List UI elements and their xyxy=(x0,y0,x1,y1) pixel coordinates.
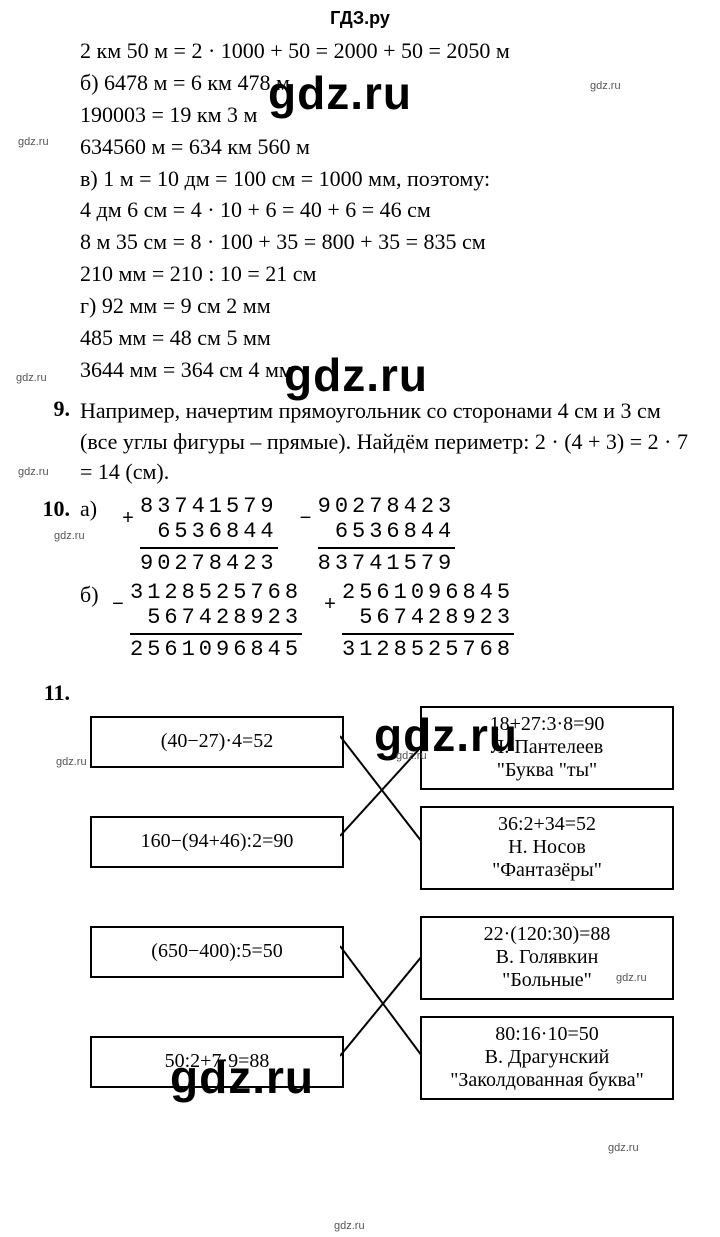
pairing-group-1: (40−27)·4=52 160−(94+46):2=90 18+27:3·8=… xyxy=(90,706,690,916)
pairing-group-2: (650−400):5=50 50:2+7·9=88 22·(120:30)=8… xyxy=(90,916,690,1136)
calc-row: 6536844 xyxy=(140,519,278,544)
calc-rule xyxy=(130,633,302,635)
lines-top: 2 км 50 м = 2 · 1000 + 50 = 2000 + 50 = … xyxy=(30,35,690,386)
box-author: Н. Носов xyxy=(508,836,586,859)
box-title: "Заколдованная буква" xyxy=(450,1069,644,1092)
calc-result: 90278423 xyxy=(140,551,278,576)
problem-10: 10. а) + 83741579 6536844 90278423 − 902… xyxy=(30,496,690,662)
calc-result: 83741579 xyxy=(318,551,456,576)
calc-row: 567428923 xyxy=(130,605,302,630)
calc-result: 3128525768 xyxy=(342,637,514,662)
box-right: 80:16·10=50 В. Драгунский "Заколдованная… xyxy=(420,1016,674,1100)
calc-a2: − 90278423 6536844 83741579 xyxy=(318,494,456,576)
box-left: 50:2+7·9=88 xyxy=(90,1036,344,1088)
box-title: "Фантазёры" xyxy=(492,859,602,882)
calc-row: 90278423 xyxy=(318,494,456,519)
box-right: 36:2+34=52 Н. Носов "Фантазёры" xyxy=(420,806,674,890)
cross-lines xyxy=(340,916,422,1106)
calc-rule xyxy=(342,633,514,635)
box-author: В. Голявкин xyxy=(496,946,599,969)
calc-a1: + 83741579 6536844 90278423 xyxy=(140,494,278,576)
calc-b1: − 3128525768 567428923 2561096845 xyxy=(130,580,302,662)
text-line: 190003 = 19 км 3 м xyxy=(80,99,690,131)
sub-label: а) xyxy=(80,496,97,521)
op-plus: + xyxy=(122,508,138,531)
box-author: Л. Пантелеев xyxy=(491,736,603,759)
box-right: 18+27:3·8=90 Л. Пантелеев "Буква "ты" xyxy=(420,706,674,790)
text-line: 210 мм = 210 : 10 = 21 см xyxy=(80,258,690,290)
text-line: г) 92 мм = 9 см 2 мм xyxy=(80,290,690,322)
calc-rule xyxy=(140,547,278,549)
op-plus: + xyxy=(324,594,340,617)
text-line: в) 1 м = 10 дм = 100 см = 1000 мм, поэто… xyxy=(80,163,690,195)
problem-number: 9. xyxy=(30,396,70,422)
text-line: 2 км 50 м = 2 · 1000 + 50 = 2000 + 50 = … xyxy=(80,35,690,67)
box-right: 22·(120:30)=88 В. Голявкин "Больные" xyxy=(420,916,674,1000)
text-line: 4 дм 6 см = 4 · 10 + 6 = 40 + 6 = 46 см xyxy=(80,194,690,226)
box-title: "Буква "ты" xyxy=(497,759,597,782)
calc-row: 3128525768 xyxy=(130,580,302,605)
watermark-small: gdz.ru xyxy=(608,1142,639,1154)
page-header: ГДЗ.ру xyxy=(30,0,690,35)
box-title: "Больные" xyxy=(502,969,592,992)
box-author: В. Драгунский xyxy=(485,1046,610,1069)
calc-result: 2561096845 xyxy=(130,637,302,662)
calc-row: 6536844 xyxy=(318,519,456,544)
problem-11: 11. (40−27)·4=52 160−(94+46):2=90 18+27:… xyxy=(30,680,690,1136)
text-line: 634560 м = 634 км 560 м xyxy=(80,131,690,163)
op-minus: − xyxy=(112,594,128,617)
problem-9: 9. Например, начертим прямоугольник со с… xyxy=(30,396,690,488)
text-line: 8 м 35 см = 8 · 100 + 35 = 800 + 35 = 83… xyxy=(80,226,690,258)
box-eq: 22·(120:30)=88 xyxy=(484,923,611,946)
calc-row: 83741579 xyxy=(140,494,278,519)
cross-lines xyxy=(340,706,422,886)
calc-row: 567428923 xyxy=(342,605,514,630)
box-eq: 18+27:3·8=90 xyxy=(490,713,605,736)
text-line: 3644 мм = 364 см 4 мм xyxy=(80,354,690,386)
box-left: 160−(94+46):2=90 xyxy=(90,816,344,868)
box-left: (650−400):5=50 xyxy=(90,926,344,978)
box-left: (40−27)·4=52 xyxy=(90,716,344,768)
calc-b2: + 2561096845 567428923 3128525768 xyxy=(342,580,514,662)
box-eq: 80:16·10=50 xyxy=(495,1023,599,1046)
op-minus: − xyxy=(300,508,316,531)
text-line: б) 6478 м = 6 км 478 м xyxy=(80,67,690,99)
problem-text: Например, начертим прямоугольник со стор… xyxy=(80,396,690,488)
problem-number: 10. xyxy=(30,496,70,522)
box-eq: 36:2+34=52 xyxy=(498,813,596,836)
calc-row: 2561096845 xyxy=(342,580,514,605)
calc-rule xyxy=(318,547,456,549)
text-line: 485 мм = 48 см 5 мм xyxy=(80,322,690,354)
problem-number: 11. xyxy=(30,680,70,706)
watermark-small: gdz.ru xyxy=(334,1220,365,1232)
sub-label: б) xyxy=(80,582,99,607)
